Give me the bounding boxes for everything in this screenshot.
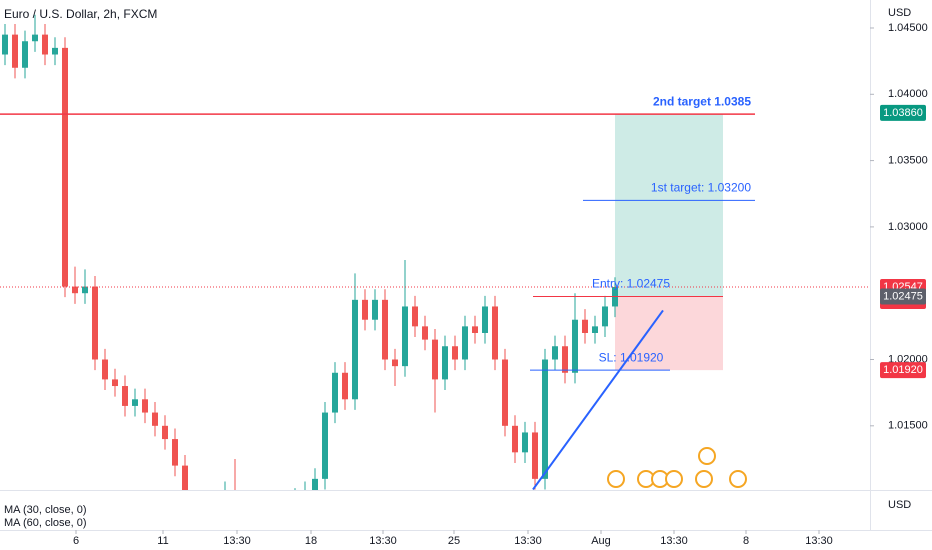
x-tick-label: 13:30 [223, 535, 251, 547]
candle-body [442, 346, 448, 380]
candle-body [42, 34, 48, 55]
price-badge [880, 288, 926, 305]
candle-body [482, 306, 488, 333]
x-tick-label: Aug [591, 535, 611, 547]
indicator-label: MA (60, close, 0) [4, 517, 87, 529]
candle-body [12, 34, 18, 68]
candle-body [182, 465, 188, 490]
candle-body [392, 359, 398, 367]
candle-body [62, 47, 68, 287]
candle-body [32, 34, 38, 42]
event-icon [698, 447, 716, 465]
candle-body [512, 425, 518, 453]
candle-body [162, 425, 168, 440]
candle-body [52, 47, 58, 55]
x-tick-label: 25 [448, 535, 460, 547]
x-tick-label: 11 [157, 535, 168, 547]
x-tick-label: 6 [73, 535, 79, 547]
candle-body [422, 326, 428, 340]
candle-body [542, 359, 548, 479]
chart-title: Euro / U.S. Dollar, 2h, FXCM [4, 7, 157, 21]
annotation-label: SL: 1.01920 [599, 350, 664, 364]
y-tick-label: 1.04500 [888, 22, 928, 34]
candle-body [102, 359, 108, 380]
candle-body [342, 372, 348, 400]
annotation-label: 1st target: 1.03200 [651, 181, 751, 195]
event-icons [607, 447, 747, 488]
candle-body [92, 286, 98, 360]
price-badge-label: 1.03860 [883, 107, 923, 119]
profit-zone [615, 114, 723, 297]
event-icon [607, 470, 625, 488]
candle-body [562, 346, 568, 373]
plot-layer [0, 14, 870, 490]
candle-body [152, 412, 158, 426]
event-icon [695, 470, 713, 488]
x-tick-label: 13:30 [660, 535, 688, 547]
y-tick-label: 1.03000 [888, 221, 928, 233]
price-badge-label: 1.02475 [883, 290, 923, 302]
annotation-label: Entry: 1.02475 [592, 277, 670, 291]
annotation-label: 2nd target 1.0385 [653, 94, 751, 108]
candle-body [452, 346, 458, 360]
candle-body [412, 306, 418, 327]
currency-label: USD [888, 499, 911, 511]
price-badge-label: 1.01920 [883, 364, 923, 376]
candle-body [472, 326, 478, 333]
candle-body [132, 399, 138, 406]
candle-body [602, 306, 608, 327]
indicator-label: MA (30, close, 0) [4, 504, 87, 516]
candle-body [502, 359, 508, 426]
candle-body [362, 299, 368, 320]
candle-body [552, 346, 558, 360]
loss-zone [615, 296, 723, 371]
candle-body [82, 286, 88, 294]
candle-body [122, 386, 128, 406]
x-tick-label: 18 [305, 535, 317, 547]
x-tick-label: 13:30 [805, 535, 833, 547]
x-tick-label: 13:30 [514, 535, 542, 547]
x-tick-label: 8 [743, 535, 749, 547]
event-icon [665, 470, 683, 488]
candle-body [402, 306, 408, 367]
y-tick-label: 1.04000 [888, 88, 928, 100]
price-badge [880, 362, 926, 379]
candle-body [522, 432, 528, 453]
candle-body [462, 326, 468, 360]
candle-body [72, 286, 78, 294]
event-icon [729, 470, 747, 488]
candle-body [172, 439, 178, 466]
price-badge [880, 104, 926, 121]
candle-body [112, 379, 118, 387]
candle-body [2, 34, 8, 55]
candle-body [332, 372, 338, 413]
candle-body [322, 412, 328, 479]
candle-body [592, 326, 598, 333]
candle-body [382, 299, 388, 360]
candle-body [572, 319, 578, 373]
candle-body [492, 306, 498, 360]
currency-label: USD [888, 7, 911, 19]
candle-body [312, 478, 318, 490]
candle-body [22, 41, 28, 68]
y-tick-label: 1.01500 [888, 420, 928, 432]
candle-body [432, 339, 438, 380]
candle-body [582, 319, 588, 333]
trendline [532, 309, 664, 490]
candle-body [352, 299, 358, 400]
y-tick-label: 1.03500 [888, 154, 928, 166]
candle-body [532, 432, 538, 479]
candle-body [372, 299, 378, 320]
x-tick-label: 13:30 [369, 535, 397, 547]
candle-body [142, 399, 148, 413]
